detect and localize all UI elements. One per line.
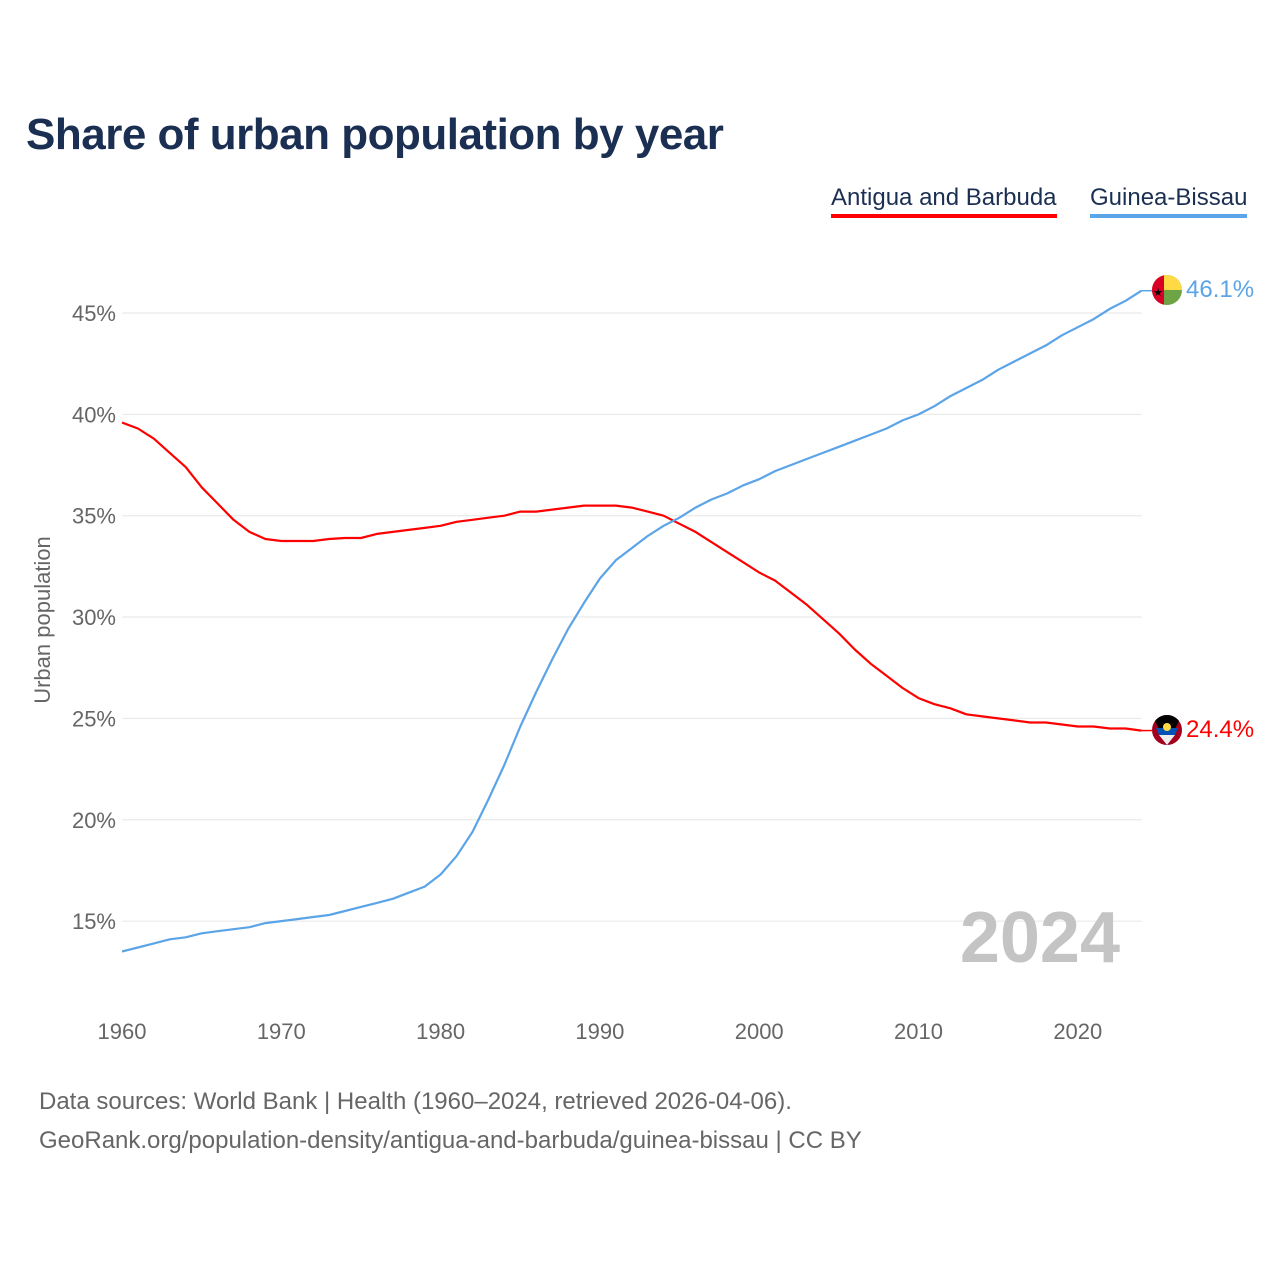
end-label-antigua-and-barbuda: 24.4%: [1186, 716, 1254, 743]
y-tick-label: 25%: [72, 706, 116, 731]
end-label-guinea-bissau: 46.1%: [1186, 276, 1254, 303]
series-line-antigua-and-barbuda: [121, 421, 1142, 732]
x-tick-label: 1980: [416, 1019, 465, 1044]
y-tick-label: 45%: [72, 301, 116, 326]
y-tick-label: 30%: [72, 605, 116, 630]
y-tick-label: 40%: [72, 402, 116, 427]
guinea-bissau-flag-icon: ★: [1152, 275, 1182, 305]
x-tick-label: 1990: [575, 1019, 624, 1044]
x-tick-label: 1970: [257, 1019, 306, 1044]
legend-item-guinea-bissau[interactable]: Guinea-Bissau: [1090, 184, 1248, 218]
x-tick-label: 2000: [735, 1019, 784, 1044]
y-tick-label: 20%: [72, 808, 116, 833]
footer-source: Data sources: World Bank | Health (1960–…: [39, 1088, 792, 1115]
x-tick-label: 2020: [1053, 1019, 1102, 1044]
svg-text:★: ★: [1153, 287, 1163, 299]
x-tick-label: 2010: [894, 1019, 943, 1044]
antigua-and-barbuda-flag-icon: [1152, 715, 1182, 745]
y-tick-label: 35%: [72, 504, 116, 529]
y-tick-label: 15%: [72, 909, 116, 934]
series-line-guinea-bissau: [121, 289, 1143, 953]
line-chart: 15% 20% 25% 30% 35% 40% 45% 1960 1970 1980 1990 200…: [30, 275, 1254, 1044]
year-watermark: 2024: [960, 898, 1120, 978]
legend-item-antigua-and-barbuda[interactable]: Antigua and Barbuda: [831, 184, 1057, 218]
chart-title: Share of urban population by year: [26, 110, 724, 159]
y-axis-label: Urban population: [30, 536, 55, 704]
footer-link[interactable]: GeoRank.org/population-density/antigua-a…: [39, 1127, 862, 1154]
x-tick-label: 1960: [98, 1019, 147, 1044]
